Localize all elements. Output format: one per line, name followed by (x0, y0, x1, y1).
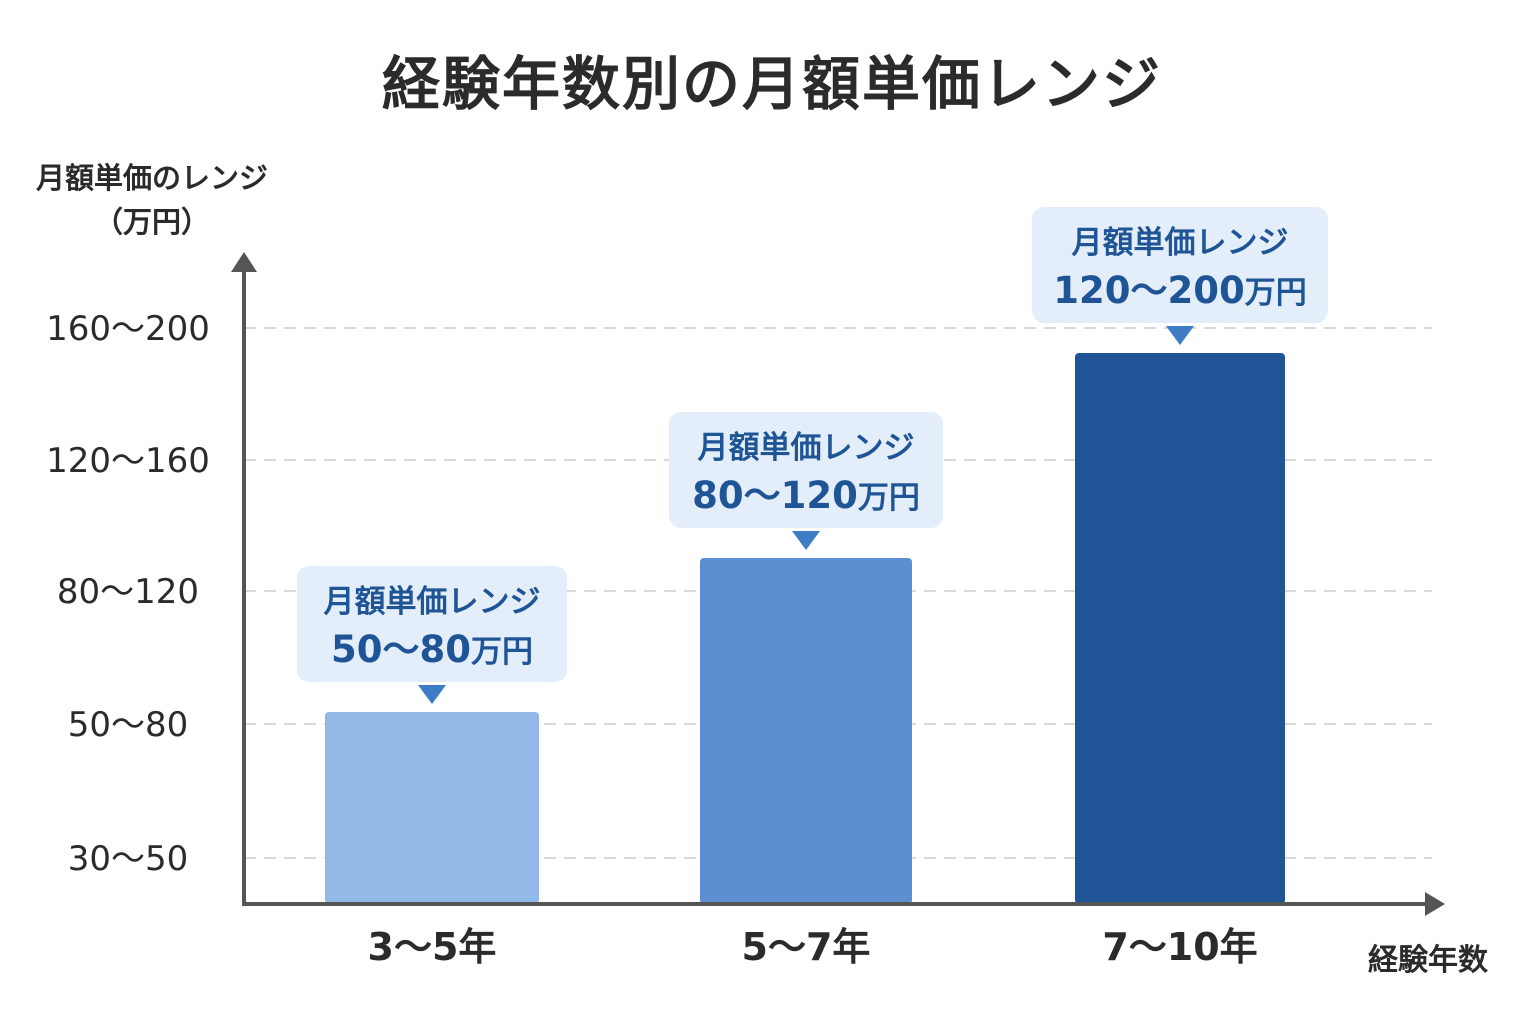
x-tick-label-0: 3～5年 (368, 925, 497, 969)
callout-box-2 (1032, 207, 1328, 323)
bars (325, 353, 1285, 904)
y-axis-label-line2: （万円） (94, 205, 210, 239)
callout-unit-1: 万円 (858, 480, 920, 516)
callout-title-2: 月額単価レンジ (1072, 225, 1289, 261)
callout-range-2: 120～200 (1053, 269, 1244, 312)
chart-title: 経験年数別の月額単価レンジ (382, 50, 1162, 118)
y-axis-label-line1: 月額単価のレンジ (35, 161, 268, 195)
y-tick-label-3: 120～160 (46, 441, 210, 481)
bar-0 (325, 712, 539, 904)
callout-box-1 (669, 412, 943, 528)
callout-range-1: 80～120 (692, 474, 858, 517)
callout-value-0: 50～80万円 (331, 628, 533, 671)
x-tick-labels: 3～5年 5～7年 7～10年 (368, 925, 1258, 969)
callout-pointer-1 (792, 531, 820, 550)
callout-value-2: 120～200万円 (1053, 269, 1306, 312)
x-axis-label: 経験年数 (1368, 943, 1489, 978)
callout-range-0: 50～80 (331, 628, 471, 671)
x-tick-label-2: 7～10年 (1102, 925, 1257, 969)
callout-title-1: 月額単価レンジ (698, 430, 915, 466)
callout-2: 月額単価レンジ 120～200万円 (1032, 207, 1328, 345)
y-tick-label-1: 50～80 (68, 705, 189, 745)
callout-value-1: 80～120万円 (692, 474, 920, 517)
y-axis-arrow (231, 252, 257, 272)
callout-unit-2: 万円 (1245, 275, 1307, 311)
x-axis-arrow (1425, 892, 1445, 916)
callout-pointer-2 (1166, 326, 1194, 345)
x-tick-label-1: 5～7年 (742, 925, 871, 969)
callout-title-0: 月額単価レンジ (324, 584, 541, 620)
bar-2 (1075, 353, 1285, 904)
callout-box-0 (297, 566, 567, 682)
y-tick-label-0: 30～50 (68, 839, 189, 879)
y-tick-label-4: 160～200 (46, 309, 210, 349)
y-tick-labels: 30～50 50～80 80～120 120～160 160～200 (46, 309, 210, 879)
callout-1: 月額単価レンジ 80～120万円 (669, 412, 943, 550)
callout-pointer-0 (418, 685, 446, 704)
callout-unit-0: 万円 (471, 634, 533, 670)
axes (231, 252, 1445, 916)
bar-1 (700, 558, 912, 904)
callout-0: 月額単価レンジ 50～80万円 (297, 566, 567, 704)
callouts: 月額単価レンジ50～80万円月額単価レンジ80～120万円月額単価レンジ120～… (297, 207, 1328, 704)
y-tick-label-2: 80～120 (57, 572, 199, 612)
